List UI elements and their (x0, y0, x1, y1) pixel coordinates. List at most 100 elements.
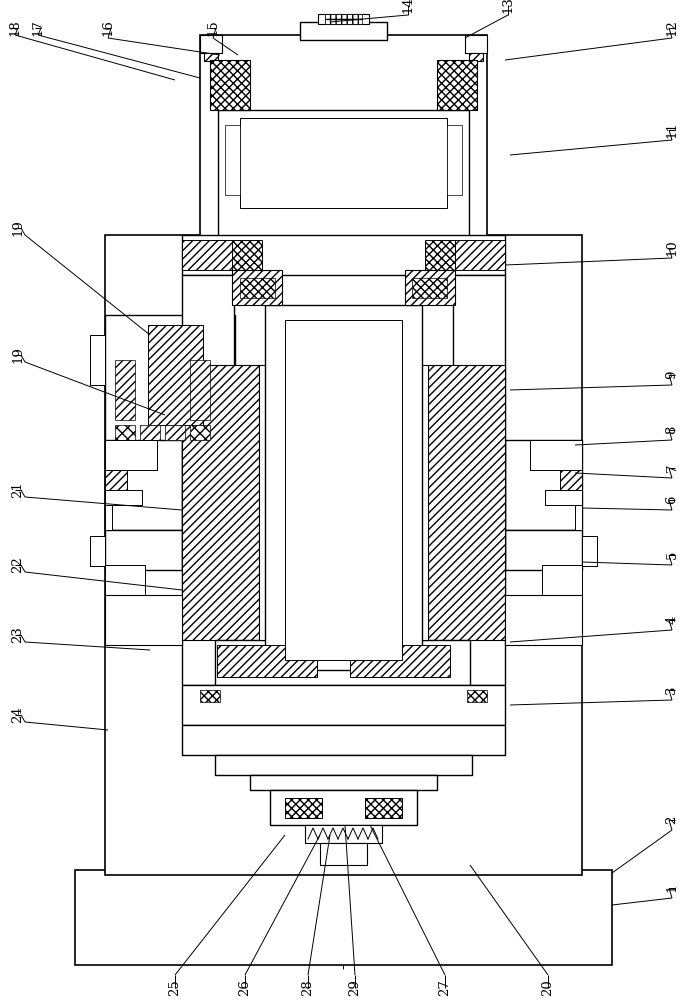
Text: 29: 29 (348, 980, 361, 996)
Text: 4: 4 (666, 616, 679, 624)
Text: 24: 24 (12, 707, 25, 723)
Text: 7: 7 (666, 464, 679, 472)
Bar (115, 425, 135, 440)
Bar (182, 725, 505, 755)
Bar (530, 440, 582, 470)
Bar (105, 440, 182, 530)
Bar (582, 536, 597, 566)
Text: 13: 13 (502, 0, 515, 13)
Text: 27: 27 (438, 980, 451, 996)
Text: 6: 6 (666, 496, 679, 504)
Bar (200, 35, 222, 53)
Bar (270, 790, 417, 825)
Text: 17: 17 (32, 20, 45, 36)
Bar (285, 798, 322, 818)
Bar (265, 305, 422, 670)
Bar (232, 270, 282, 305)
Bar (467, 690, 487, 702)
Text: 23: 23 (12, 627, 25, 643)
Text: 19: 19 (12, 220, 25, 236)
Bar (240, 278, 275, 298)
Bar (453, 275, 505, 685)
Bar (182, 275, 234, 685)
Bar (215, 755, 472, 775)
Bar (505, 595, 582, 645)
Text: 14: 14 (401, 0, 414, 13)
Bar (105, 490, 142, 505)
Text: 12: 12 (666, 20, 679, 36)
Text: 26: 26 (238, 980, 251, 996)
Bar (240, 118, 447, 208)
Bar (210, 60, 250, 110)
Bar (115, 360, 135, 420)
Bar (204, 53, 218, 61)
Bar (182, 240, 232, 270)
Bar (182, 365, 259, 640)
Bar (365, 798, 402, 818)
Bar (447, 125, 462, 195)
Bar (200, 35, 487, 245)
Bar (412, 278, 447, 298)
Text: 8: 8 (666, 426, 679, 434)
Bar (250, 775, 437, 790)
Text: 1: 1 (666, 884, 679, 892)
Text: 18: 18 (8, 20, 21, 36)
Bar (505, 530, 582, 570)
Bar (75, 870, 612, 965)
Bar (428, 365, 505, 640)
Bar (545, 490, 582, 505)
Bar (300, 22, 387, 40)
Bar (218, 110, 469, 240)
Bar (90, 536, 105, 566)
Bar (305, 825, 382, 843)
Bar (318, 14, 369, 24)
Bar (455, 240, 505, 270)
Bar (259, 365, 343, 640)
Bar (105, 505, 112, 530)
Bar (90, 335, 105, 385)
Bar (190, 360, 210, 420)
Bar (325, 14, 362, 24)
Bar (350, 645, 450, 677)
Bar (190, 425, 210, 440)
Bar (437, 60, 477, 110)
Bar (542, 565, 582, 595)
Bar (560, 470, 582, 490)
Text: 20: 20 (541, 980, 554, 996)
Text: 10: 10 (666, 240, 679, 256)
Text: 11: 11 (666, 122, 679, 138)
Bar (105, 470, 127, 490)
Bar (200, 690, 220, 702)
Text: 2: 2 (666, 816, 679, 824)
Bar (165, 425, 185, 440)
Bar (217, 645, 317, 677)
Bar (225, 125, 240, 195)
Bar (405, 270, 455, 305)
Bar (232, 240, 262, 270)
Bar (105, 440, 157, 470)
Text: 9: 9 (666, 371, 679, 379)
Text: 25: 25 (168, 980, 181, 996)
Bar (140, 425, 160, 440)
Text: 21: 21 (12, 482, 25, 498)
Bar (285, 320, 402, 660)
Bar (344, 365, 428, 640)
Text: 15: 15 (207, 20, 220, 36)
Text: 3: 3 (666, 686, 679, 694)
Text: 16: 16 (102, 20, 115, 36)
Bar (105, 235, 582, 875)
Bar (465, 35, 487, 53)
Text: 19: 19 (12, 347, 25, 363)
Bar (105, 565, 145, 595)
Bar (182, 235, 505, 275)
Bar (105, 315, 235, 535)
Bar (505, 440, 582, 530)
Bar (320, 843, 367, 865)
Bar (575, 505, 582, 530)
Text: 5: 5 (666, 551, 679, 559)
Bar (215, 640, 470, 685)
Bar (105, 530, 182, 570)
Bar (469, 53, 483, 61)
Bar (425, 240, 455, 270)
Text: 22: 22 (12, 557, 25, 573)
